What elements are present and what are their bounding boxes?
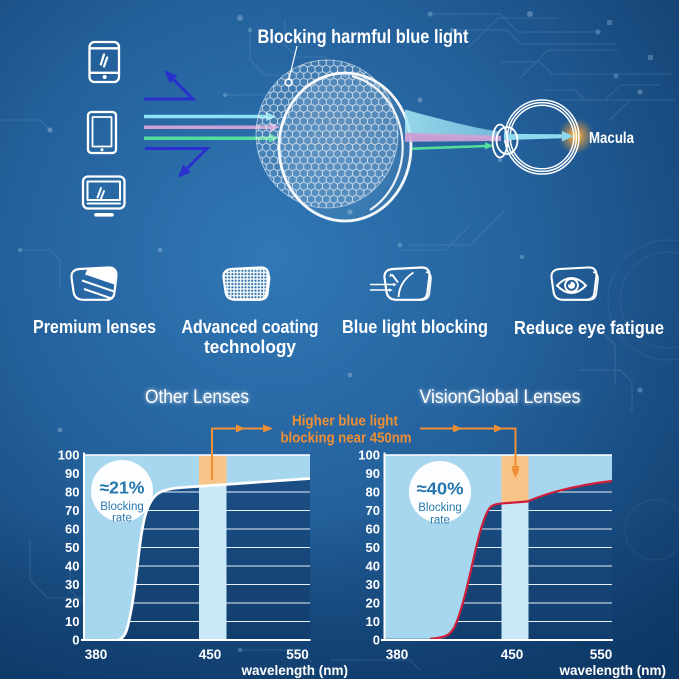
svg-text:≈40%: ≈40%: [417, 479, 464, 499]
svg-text:Premium lenses: Premium lenses: [33, 317, 156, 337]
svg-text:380: 380: [85, 647, 108, 662]
svg-text:Blocking: Blocking: [418, 502, 461, 514]
svg-text:Higher blue light: Higher blue light: [292, 413, 398, 430]
svg-text:40: 40: [366, 559, 380, 574]
svg-text:30: 30: [366, 577, 380, 592]
svg-text:100: 100: [358, 448, 380, 463]
svg-text:550: 550: [590, 647, 613, 662]
svg-text:450: 450: [501, 647, 524, 662]
svg-text:Advanced coating: Advanced coating: [182, 317, 319, 337]
svg-text:blocking near 450nm: blocking near 450nm: [281, 430, 412, 447]
svg-text:Reduce eye fatigue: Reduce eye fatigue: [514, 318, 664, 338]
svg-text:VisionGlobal Lenses: VisionGlobal Lenses: [420, 387, 581, 408]
svg-text:90: 90: [366, 466, 380, 481]
svg-text:0: 0: [72, 633, 79, 648]
svg-text:70: 70: [65, 503, 79, 518]
svg-text:80: 80: [366, 485, 380, 500]
svg-text:Other Lenses: Other Lenses: [145, 387, 249, 408]
svg-text:70: 70: [366, 503, 380, 518]
svg-text:rate: rate: [112, 513, 132, 525]
svg-text:0: 0: [373, 633, 380, 648]
svg-text:Blue light blocking: Blue light blocking: [342, 317, 488, 337]
svg-text:80: 80: [65, 485, 79, 500]
svg-text:10: 10: [65, 614, 79, 629]
svg-text:20: 20: [65, 596, 79, 611]
svg-text:50: 50: [366, 540, 380, 555]
svg-text:30: 30: [65, 577, 79, 592]
svg-text:10: 10: [366, 614, 380, 629]
svg-text:≈21%: ≈21%: [100, 478, 145, 498]
svg-text:20: 20: [366, 596, 380, 611]
svg-text:380: 380: [386, 647, 409, 662]
svg-text:100: 100: [58, 448, 80, 463]
svg-text:550: 550: [286, 647, 309, 662]
svg-text:40: 40: [65, 559, 79, 574]
svg-text:rate: rate: [430, 515, 450, 527]
svg-text:technology: technology: [204, 337, 296, 357]
svg-text:60: 60: [366, 522, 380, 537]
svg-text:Macula: Macula: [589, 130, 634, 147]
svg-text:50: 50: [65, 540, 79, 555]
svg-text:Blocking: Blocking: [100, 501, 143, 513]
svg-text:wavelength (nm): wavelength (nm): [558, 663, 666, 678]
svg-text:90: 90: [65, 466, 79, 481]
svg-text:wavelength (nm): wavelength (nm): [240, 663, 348, 678]
svg-text:Blocking harmful blue light: Blocking harmful blue light: [258, 27, 470, 48]
svg-text:60: 60: [65, 522, 79, 537]
svg-text:450: 450: [199, 647, 222, 662]
svg-text:Other Lenses: Other Lenses: [145, 387, 249, 408]
svg-text:VisionGlobal Lenses: VisionGlobal Lenses: [420, 387, 581, 408]
